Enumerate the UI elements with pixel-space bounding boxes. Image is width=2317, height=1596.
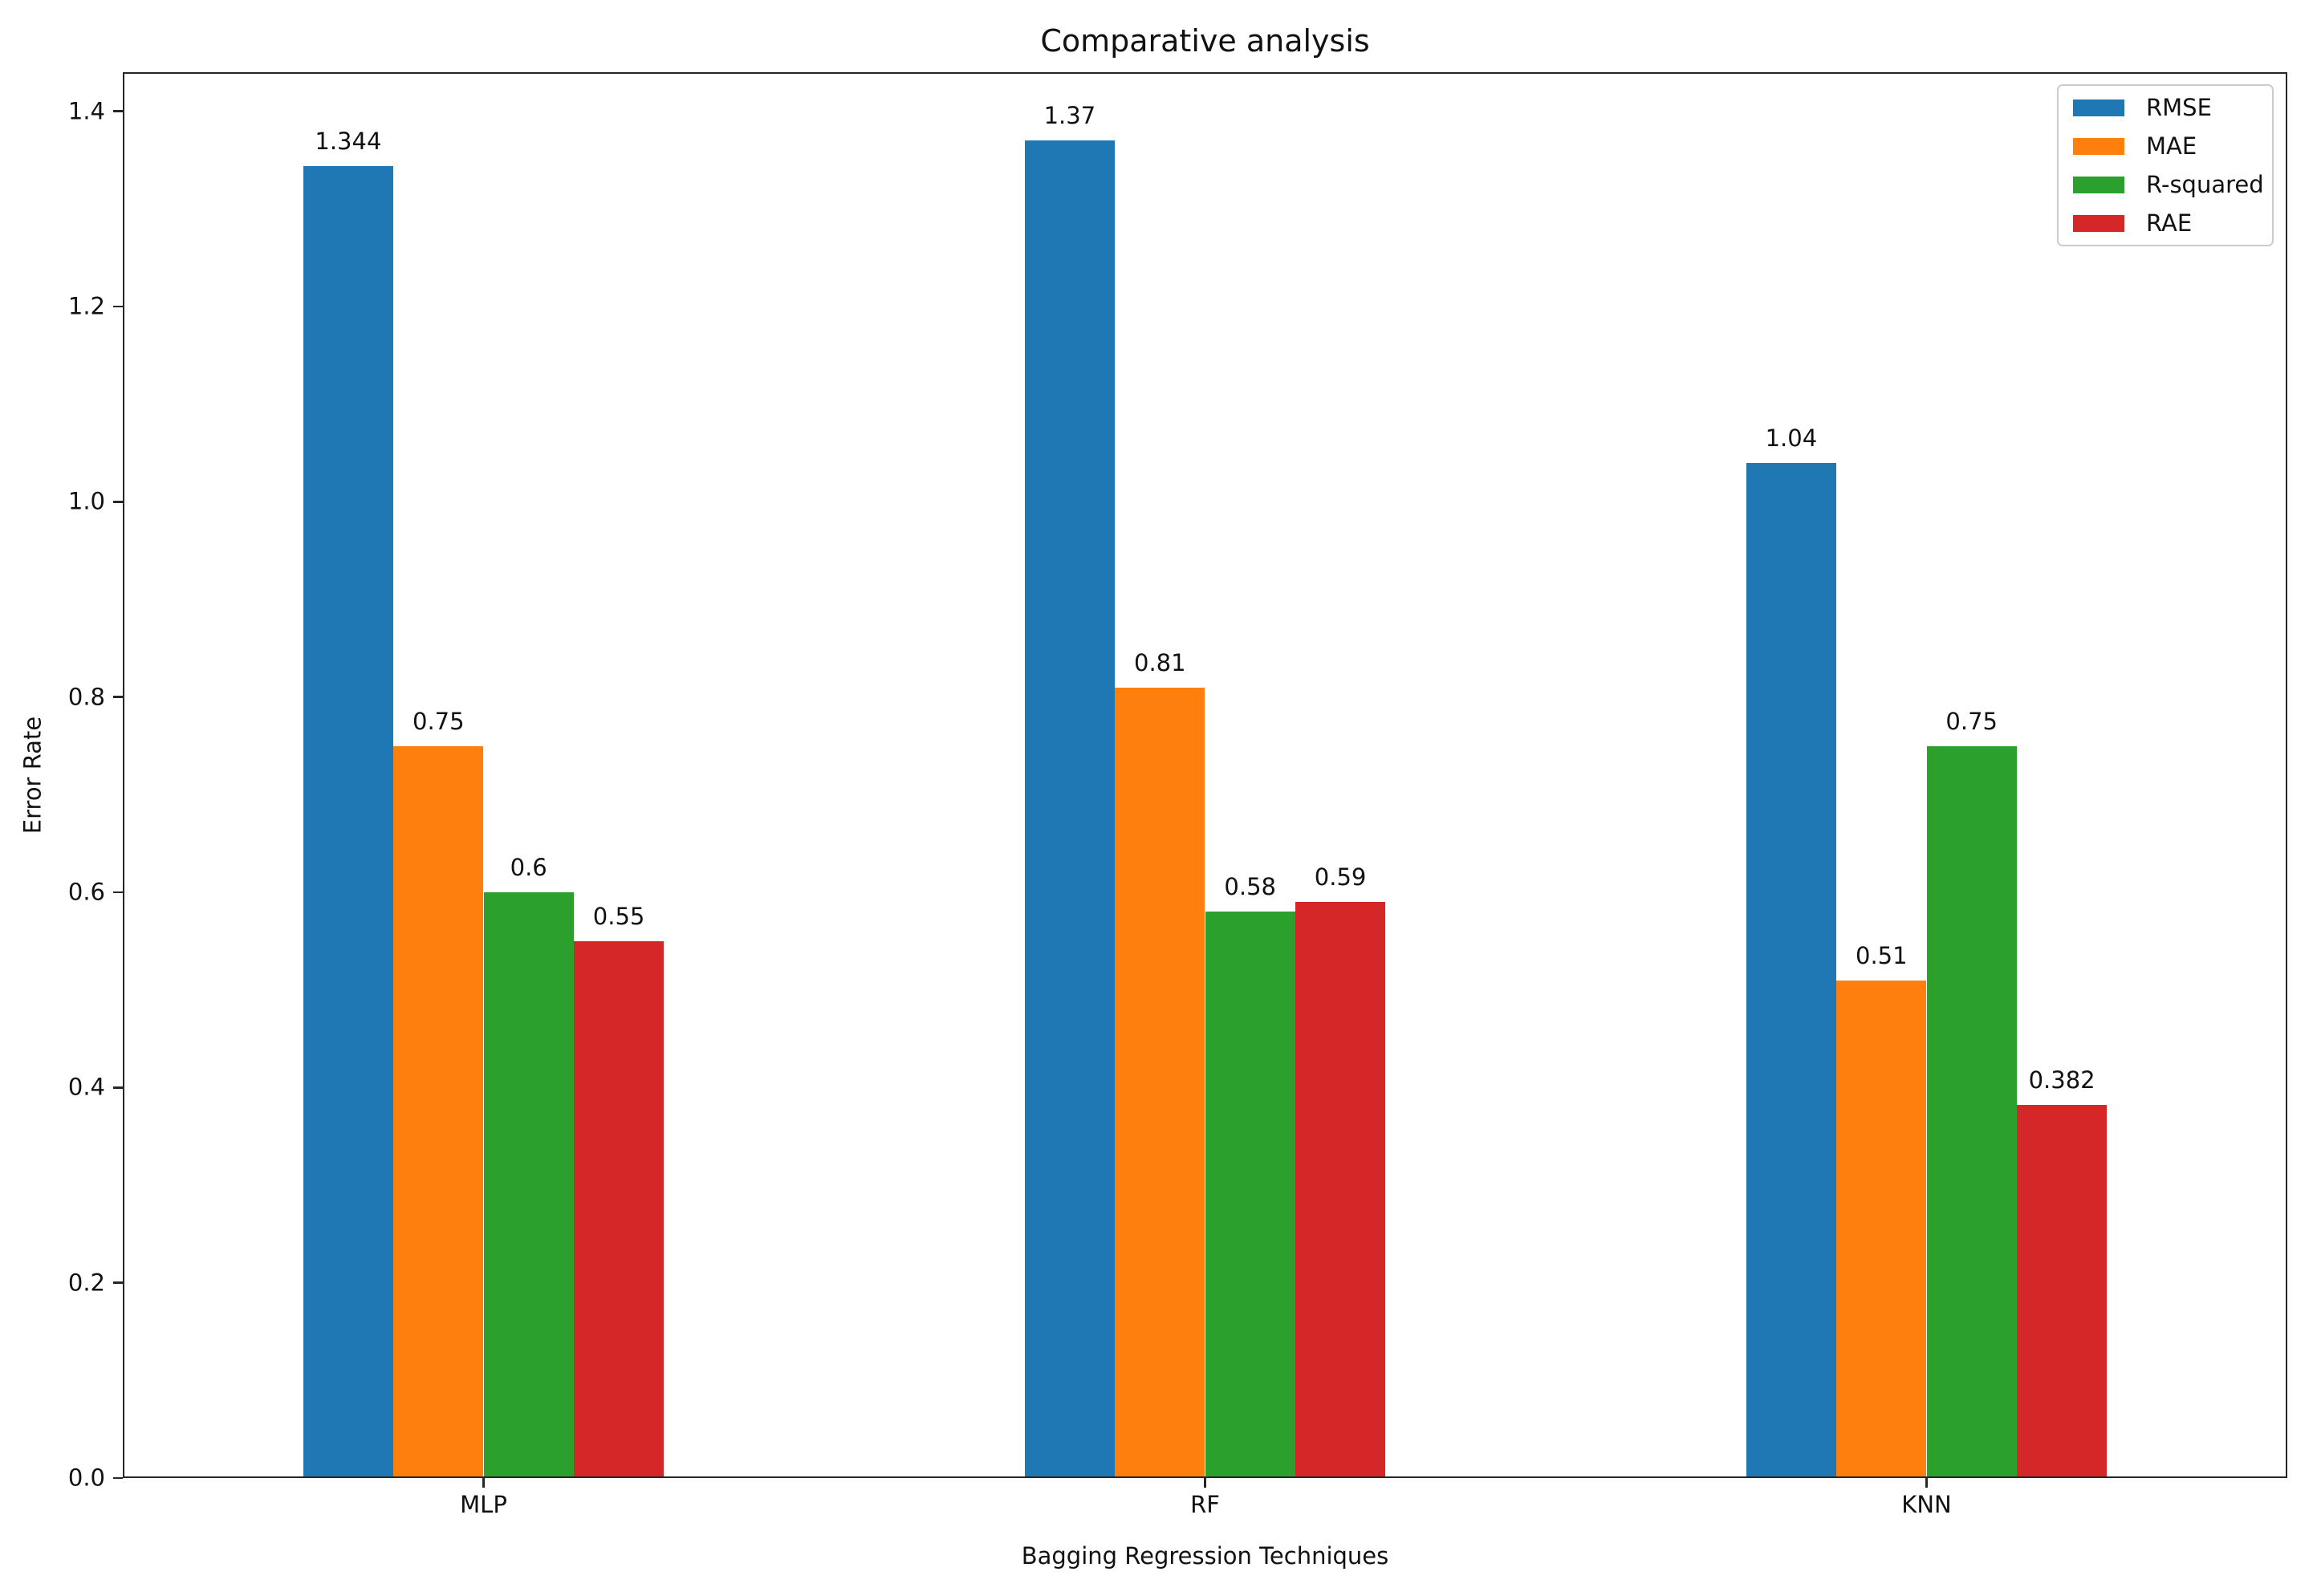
x-tick-label-mlp: MLP [460,1491,507,1518]
bar-value-knn-r-squared: 0.75 [1945,707,1998,735]
bar-mlp-rae [573,940,665,1478]
legend: RMSE MAE R-squared RAE [2057,84,2274,246]
y-tick-label: 1.0 [67,487,105,515]
legend-item-rmse: RMSE [2073,96,2272,120]
bar-knn-mae [1836,980,1927,1478]
legend-label-rmse: RMSE [2146,94,2212,121]
bar-mlp-rmse [303,165,394,1478]
y-tick-label: 0.0 [67,1464,105,1492]
legend-item-mae: MAE [2073,135,2272,158]
legend-swatch-mae [2073,138,2124,155]
bar-value-knn-rae: 0.382 [2028,1066,2095,1094]
plot-area: 1.344 0.75 0.6 0.55 1.37 0.81 0.58 0.59 1.04 0.51… [123,72,2287,1478]
legend-item-r-squared: R-squared [2073,173,2272,197]
x-tick-label-rf: RF [1190,1491,1220,1518]
y-tick-label: 0.4 [67,1073,105,1101]
x-tick-mark [482,1478,485,1488]
bar-mlp-r-squared [483,892,574,1478]
bar-value-mlp-rae: 0.55 [592,902,645,930]
x-tick-mark [1204,1478,1206,1488]
bar-rf-mae [1115,687,1205,1478]
y-tick-mark [113,1086,123,1089]
bar-value-rf-r-squared: 0.58 [1224,873,1276,901]
y-tick-mark [113,891,123,894]
bar-value-mlp-rmse: 1.344 [315,127,382,155]
legend-swatch-rae [2073,215,2124,232]
x-tick-label-knn: KNN [1901,1491,1952,1518]
bar-value-knn-rmse: 1.04 [1765,424,1818,452]
legend-swatch-rmse [2073,99,2124,116]
legend-label-rae: RAE [2146,209,2193,237]
legend-label-mae: MAE [2146,132,2197,160]
bar-value-mlp-mae: 0.75 [413,707,465,735]
bar-rf-rmse [1024,140,1116,1478]
y-tick-label: 0.6 [67,878,105,906]
y-tick-label: 0.8 [67,683,105,711]
y-tick-label: 1.4 [67,97,105,125]
y-axis-title: Error Rate [18,716,47,835]
bar-knn-rae [2016,1105,2108,1478]
bar-value-rf-mae: 0.81 [1134,648,1186,676]
bar-rf-r-squared [1205,912,1295,1478]
chart-title: Comparative analysis [1040,23,1370,59]
x-tick-mark [1925,1478,1928,1488]
legend-label-r-squared: R-squared [2146,171,2264,198]
legend-swatch-r-squared [2073,177,2124,193]
legend-item-rae: RAE [2073,212,2272,235]
bar-mlp-mae [393,745,484,1478]
bar-value-rf-rmse: 1.37 [1043,102,1096,130]
y-tick-label: 1.2 [67,292,105,320]
y-tick-label: 0.2 [67,1269,105,1297]
y-tick-mark [113,696,123,698]
bar-value-mlp-r-squared: 0.6 [510,854,547,881]
x-axis-title: Bagging Regression Techniques [1021,1542,1389,1570]
bar-value-knn-mae: 0.51 [1856,941,1908,969]
bar-rf-rae [1295,902,1386,1478]
bar-knn-r-squared [1926,745,2017,1478]
y-tick-mark [113,1281,123,1284]
bar-value-rf-rae: 0.59 [1314,863,1367,891]
y-tick-mark [113,1476,123,1480]
y-tick-mark [113,501,123,503]
y-tick-mark [113,305,123,308]
y-tick-mark [113,110,123,112]
bar-knn-rmse [1746,462,1837,1478]
